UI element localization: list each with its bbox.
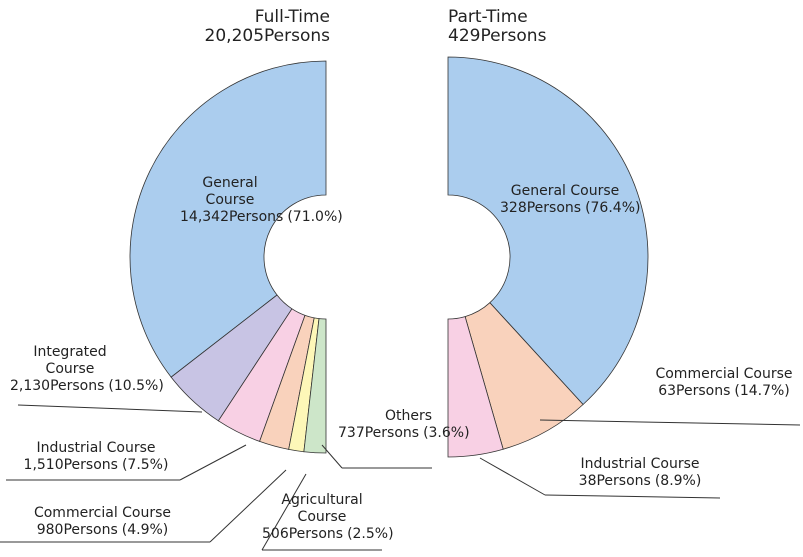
value-label: 506Persons	[262, 526, 344, 542]
slice-label: Industrial Course 38Persons (8.9%)	[560, 456, 720, 490]
slice-label: Commercial Course 980Persons (4.9%)	[0, 505, 205, 539]
chart-title-block: Full-Time 20,205Persons	[170, 8, 330, 46]
leader-line	[321, 444, 343, 469]
chart-subtitle: 429Persons	[448, 26, 547, 46]
value-label: 328Persons	[500, 200, 582, 216]
category-label: Industrial Course	[36, 440, 156, 456]
value-label: 14,342Persons	[180, 209, 284, 225]
leader-line	[479, 457, 546, 496]
slice	[447, 56, 649, 406]
slice	[447, 316, 504, 458]
value-label: 737Persons	[338, 425, 420, 441]
percent-label: (7.5%)	[121, 457, 169, 473]
chart-title: Full-Time	[254, 7, 330, 27]
slice-label: Agricultural Course 506Persons (2.5%)	[262, 492, 394, 543]
slice-label: Integrated Course 2,130Persons (10.5%)	[10, 344, 164, 395]
percent-label: (14.7%)	[734, 383, 790, 399]
percent-label: (10.5%)	[108, 378, 164, 394]
slice-label: General Course 14,342Persons (71.0%)	[180, 175, 343, 226]
value-label: 1,510Persons	[23, 457, 118, 473]
chart-title-block: Part-Time 429Persons	[448, 8, 608, 46]
value-label: 980Persons	[36, 522, 118, 538]
percent-label: (4.9%)	[121, 522, 169, 538]
leader-line	[17, 404, 203, 413]
leader-line	[539, 419, 801, 426]
category-label: Commercial Course	[33, 505, 172, 521]
percent-label: (2.5%)	[347, 526, 394, 542]
value-label: 63Persons	[658, 383, 731, 399]
slice-label: Industrial Course 1,510Persons (7.5%)	[6, 440, 186, 474]
slice-label: General Course 328Persons (76.4%)	[500, 183, 640, 217]
slice	[303, 318, 327, 454]
category-label: Industrial Course	[580, 456, 700, 472]
chart-title: Part-Time	[448, 7, 528, 27]
slice-label: Others 737Persons (3.6%)	[338, 408, 470, 442]
value-label: 38Persons	[578, 473, 651, 489]
category-label: Others	[384, 408, 432, 424]
percent-label: (76.4%)	[585, 200, 641, 216]
category-label: Commercial Course	[655, 366, 793, 382]
category-label: Agricultural Course	[281, 492, 363, 525]
value-label: 2,130Persons	[10, 378, 105, 394]
slice	[129, 60, 327, 378]
percent-label: (8.9%)	[654, 473, 702, 489]
leader-line	[209, 469, 287, 543]
chart-subtitle: 20,205Persons	[204, 26, 330, 46]
leader-line	[179, 444, 247, 481]
category-label: Integrated Course	[33, 344, 107, 377]
leader-line	[261, 473, 307, 551]
percent-label: (3.6%)	[423, 425, 470, 441]
slice-label: Commercial Course 63Persons (14.7%)	[648, 366, 800, 400]
leader-line	[544, 494, 721, 499]
percent-label: (71.0%)	[287, 209, 343, 225]
category-label: General Course	[202, 175, 258, 208]
category-label: General Course	[510, 183, 620, 199]
